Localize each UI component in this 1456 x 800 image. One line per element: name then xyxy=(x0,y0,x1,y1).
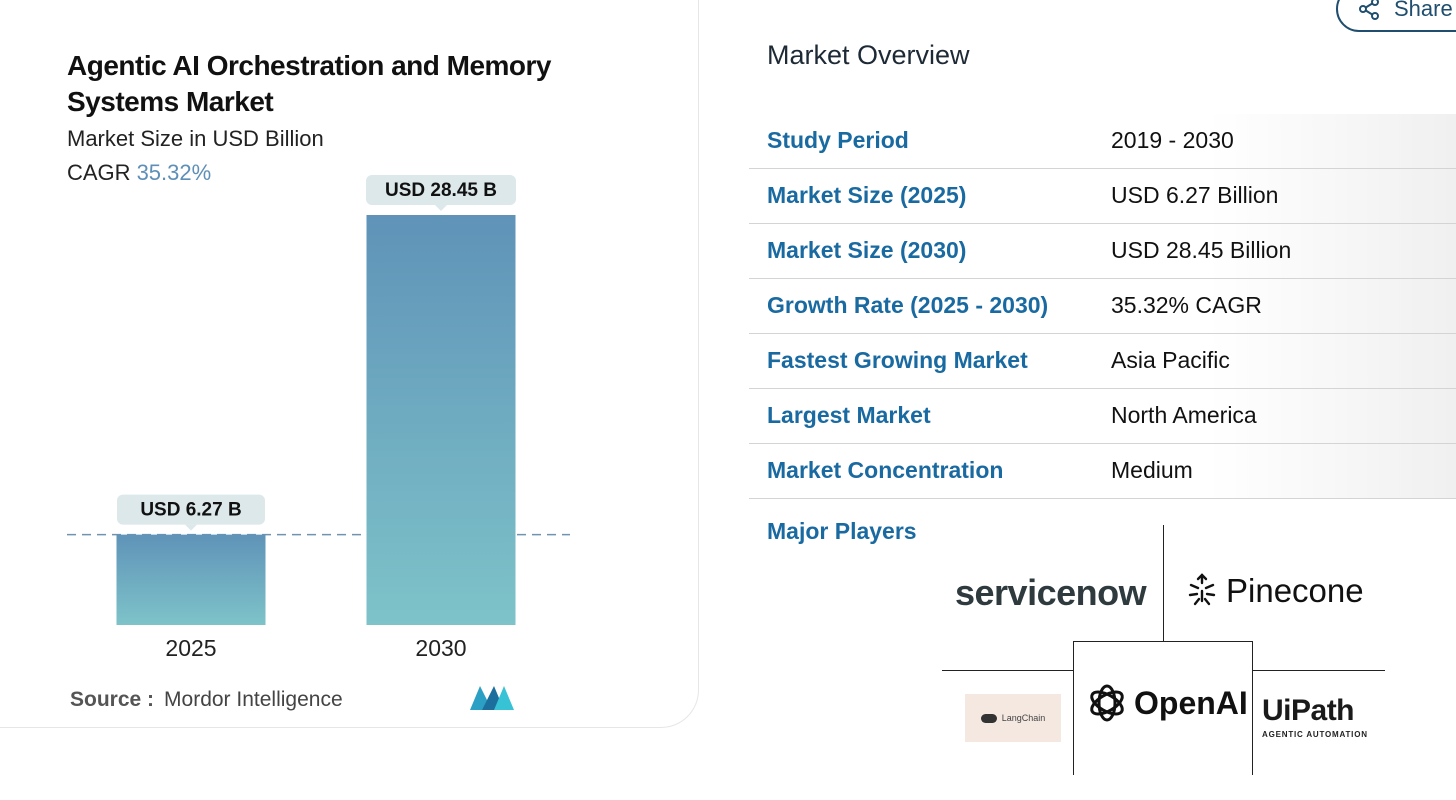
cagr-label: CAGR xyxy=(67,160,131,185)
overview-value: Medium xyxy=(1111,457,1193,483)
cagr-line: CAGR 35.32% xyxy=(67,160,211,186)
overview-value: 2019 - 2030 xyxy=(1111,127,1234,153)
source-label: Source : xyxy=(70,688,155,711)
pinecone-logo: Pinecone xyxy=(1186,572,1364,610)
overview-value: North America xyxy=(1111,402,1257,428)
players-divider xyxy=(1163,525,1164,641)
data-label-pointer xyxy=(185,524,197,531)
data-label: USD 6.27 B xyxy=(140,500,241,521)
market-overview-title: Market Overview xyxy=(767,40,970,70)
mordor-intelligence-logo-icon xyxy=(470,686,514,710)
chart-card: Agentic AI Orchestration and Memory Syst… xyxy=(0,0,699,728)
langchain-logo: LangChain xyxy=(965,694,1061,742)
overview-row-largest-market: Largest Market North America xyxy=(749,389,1456,444)
overview-row-growth-rate: Growth Rate (2025 - 2030) 35.32% CAGR xyxy=(749,279,1456,334)
share-button[interactable]: Share xyxy=(1336,0,1456,32)
langchain-icon xyxy=(980,713,997,723)
data-label-box xyxy=(366,175,516,205)
openai-logo: OpenAI xyxy=(1086,682,1248,724)
overview-row-study-period: Study Period 2019 - 2030 xyxy=(749,114,1456,169)
overview-row-market-concentration: Market Concentration Medium xyxy=(749,444,1456,499)
openai-icon xyxy=(1090,684,1124,722)
chart-title: Agentic AI Orchestration and Memory Syst… xyxy=(67,50,552,117)
overview-key: Study Period xyxy=(767,127,909,153)
overview-value: USD 6.27 Billion xyxy=(1111,182,1279,208)
overview-row-fastest-growing: Fastest Growing Market Asia Pacific xyxy=(749,334,1456,389)
overview-key: Market Concentration xyxy=(767,457,1004,483)
chart-subtitle: Market Size in USD Billion xyxy=(67,126,324,151)
players-divider xyxy=(942,670,1073,671)
servicenow-logo: servicenow xyxy=(955,572,1147,613)
share-icon xyxy=(1359,0,1379,20)
bar-2025 xyxy=(116,534,266,625)
overview-key: Growth Rate (2025 - 2030) xyxy=(767,292,1049,318)
players-divider xyxy=(1253,670,1385,671)
category-label: 2025 xyxy=(165,635,216,661)
players-divider xyxy=(1073,641,1074,775)
pinecone-icon xyxy=(1188,573,1216,606)
data-label-box xyxy=(117,494,265,525)
overview-value: Asia Pacific xyxy=(1111,347,1230,373)
overview-value: 35.32% CAGR xyxy=(1111,292,1262,318)
overview-row-market-size-2030: Market Size (2030) USD 28.45 Billion xyxy=(749,224,1456,279)
source-value: Mordor Intelligence xyxy=(164,688,343,711)
major-players-title: Major Players xyxy=(767,518,917,544)
category-label: 2030 xyxy=(415,635,466,661)
overview-key: Market Size (2025) xyxy=(767,182,967,208)
share-label: Share xyxy=(1394,0,1453,21)
cagr-value: 35.32% xyxy=(136,160,212,185)
overview-row-market-size-2025: Market Size (2025) USD 6.27 Billion xyxy=(749,169,1456,224)
overview-key: Fastest Growing Market xyxy=(767,347,1028,373)
overview-key: Largest Market xyxy=(767,402,931,428)
bar-chart: USD 6.27 B 2025 USD 28.45 B 2030 xyxy=(67,175,570,661)
overview-key: Market Size (2030) xyxy=(767,237,967,263)
players-divider xyxy=(1073,641,1253,642)
data-label-pointer xyxy=(435,205,447,211)
players-divider xyxy=(1252,641,1253,775)
source-line: Source : Mordor Intelligence xyxy=(70,688,343,712)
market-overview-table: Study Period 2019 - 2030 Market Size (20… xyxy=(749,114,1456,499)
overview-value: USD 28.45 Billion xyxy=(1111,237,1292,263)
uipath-logo: UiPath AGENTIC AUTOMATION xyxy=(1262,694,1368,739)
bar-2030 xyxy=(366,215,516,625)
data-label: USD 28.45 B xyxy=(385,180,497,201)
